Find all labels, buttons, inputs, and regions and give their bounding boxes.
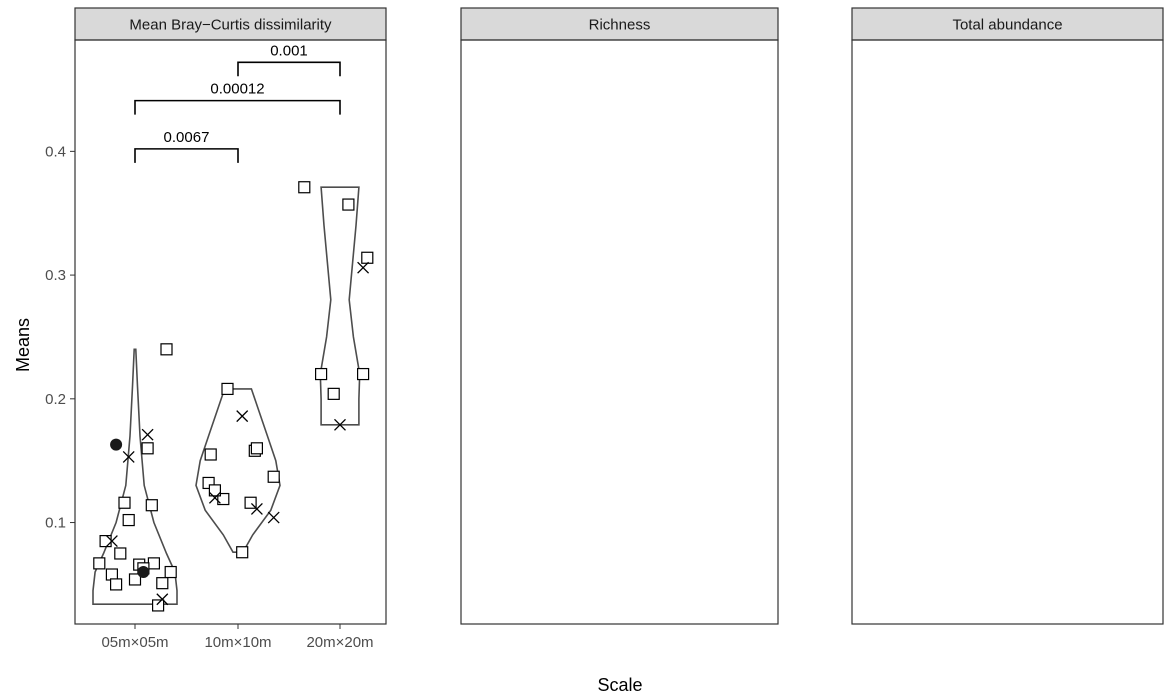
point-square <box>122 513 135 527</box>
point-square <box>298 181 311 194</box>
strip-background <box>851 7 1164 41</box>
x-tick-label: 20m×20m <box>306 634 373 651</box>
point-cross <box>357 261 370 274</box>
point-square <box>118 496 131 509</box>
panel-richness: Richness <box>460 7 779 625</box>
comparison-bracket <box>134 148 239 163</box>
point-square <box>357 367 370 381</box>
x-axis-title: Scale <box>597 675 642 695</box>
violin-10m×10m <box>195 388 281 553</box>
point-square <box>267 470 280 483</box>
strip-background <box>460 7 779 41</box>
comparison-bracket <box>134 99 341 115</box>
comparison-pvalue: 0.0067 <box>164 129 210 146</box>
point-square <box>250 442 263 455</box>
point-cross <box>141 428 154 441</box>
panel-title: Richness <box>589 17 651 34</box>
panel-border: -0.250.000.250.500.7505m×05m10m×10m20m×2… <box>74 39 387 625</box>
point-cross <box>122 451 135 463</box>
y-tick-label: 0.1 <box>45 515 66 532</box>
plot-marks <box>92 181 374 612</box>
y-tick-label: 0.3 <box>45 267 66 284</box>
panel-bray-curtis: Mean Bray−Curtis dissimilarity0.0-0.1-0.… <box>45 7 387 651</box>
y-axis-title: Means <box>13 318 33 372</box>
point-square <box>164 565 177 579</box>
point-square <box>147 557 160 570</box>
point-square <box>315 367 328 381</box>
point-square <box>145 499 158 512</box>
point-cross <box>208 491 221 504</box>
point-square <box>204 448 217 461</box>
y-tick-label: 0.4 <box>45 143 66 160</box>
point-square <box>152 599 165 612</box>
point-cross <box>236 410 249 423</box>
violin-20m×20m <box>319 186 361 426</box>
point-cross <box>267 511 280 524</box>
point-dot <box>110 438 123 451</box>
point-cross <box>334 418 346 431</box>
point-square <box>93 557 106 570</box>
panel-title: Total abundance <box>952 17 1062 34</box>
point-square <box>361 251 374 264</box>
point-square <box>156 577 169 590</box>
point-cross <box>250 502 263 515</box>
point-square <box>109 578 123 591</box>
point-square <box>160 343 173 356</box>
point-square <box>128 573 142 586</box>
strip-background <box>74 7 387 41</box>
point-dot <box>137 566 150 579</box>
point-cross <box>105 535 118 548</box>
point-square <box>217 492 230 506</box>
violin-05m×05m <box>92 348 178 605</box>
comparison-pvalue: 0.001 <box>270 42 308 59</box>
panel-border <box>460 39 779 625</box>
point-square <box>202 476 215 490</box>
point-square <box>141 442 154 455</box>
point-cross <box>156 593 169 606</box>
comparison-pvalue: 0.00012 <box>210 81 264 98</box>
comparison-bracket <box>237 61 341 77</box>
point-square <box>244 496 257 509</box>
point-square <box>342 198 355 211</box>
point-square <box>327 387 340 400</box>
panel-border <box>851 39 1164 625</box>
point-square <box>208 484 221 497</box>
point-square <box>236 546 249 559</box>
panel-title: Mean Bray−Curtis dissimilarity0.0-0.1-0.… <box>129 17 332 34</box>
panel-total-abundance: Total abundance <box>851 7 1164 625</box>
x-tick-label: 10m×10m <box>204 634 271 651</box>
y-tick-label: 0.2 <box>45 391 66 408</box>
x-tick-label: 05m×05m <box>101 634 168 651</box>
point-square <box>221 382 234 396</box>
point-square <box>114 547 127 560</box>
point-square <box>99 535 112 548</box>
